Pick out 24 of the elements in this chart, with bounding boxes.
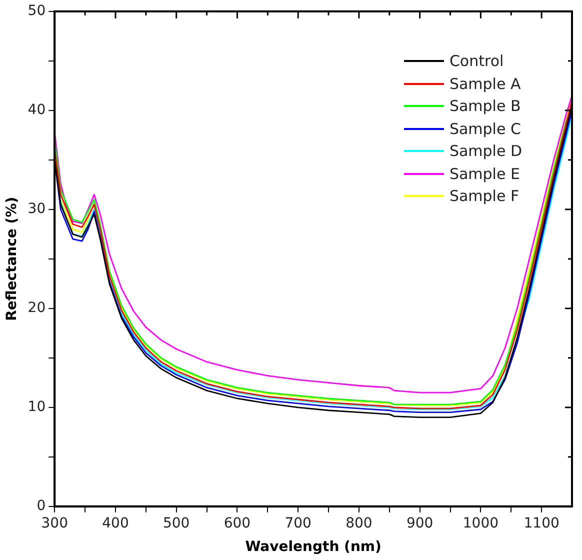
y-axis-title: Reflectance (%) [4,196,20,321]
x-tick-label: 500 [162,515,190,532]
y-tick-label: 20 [28,300,46,316]
x-axis-title: Wavelength (nm) [245,539,382,556]
legend-label: Sample F [449,187,520,206]
x-tick-label: 800 [346,515,372,532]
y-tick-label: 30 [28,201,46,218]
x-tick-label: 300 [41,515,68,532]
y-tick-label: 40 [28,102,46,118]
y-tick-label: 10 [28,399,46,416]
x-tick-label: 900 [406,515,434,532]
x-tick-label: 1100 [524,515,560,532]
x-tick-label: 600 [224,515,251,532]
legend-label: Sample A [449,74,521,93]
legend-label: Sample E [449,164,520,183]
y-tick-label: 50 [28,3,46,20]
x-tick-label: 700 [284,515,312,532]
y-tick-label: 0 [36,498,46,514]
legend-label: Sample D [449,142,522,160]
x-tick-label: 1000 [462,515,499,532]
legend-label: Sample C [449,120,521,138]
x-tick-label: 400 [102,515,129,532]
legend-label: Sample B [449,97,521,116]
legend-label: Control [449,52,504,70]
